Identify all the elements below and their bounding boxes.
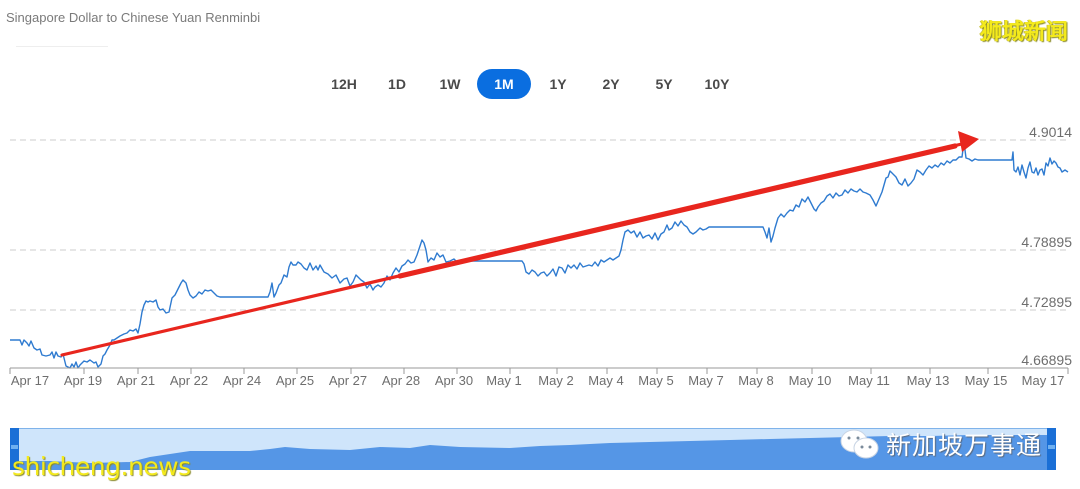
x-tick-label: Apr 27 [329, 373, 367, 388]
x-tick-label: May 4 [588, 373, 623, 388]
range-button-5y[interactable]: 5Y [655, 76, 673, 92]
y-axis: 4.9014 4.78895 4.72895 4.66895 [1021, 124, 1072, 368]
x-tick-label: May 5 [638, 373, 673, 388]
chart-title: Singapore Dollar to Chinese Yuan Renminb… [6, 10, 261, 25]
range-button-1w[interactable]: 1W [439, 76, 461, 92]
range-button-1d[interactable]: 1D [388, 76, 406, 92]
watermark-bottom-left: shicheng.news [12, 452, 191, 481]
arrowhead-icon [958, 131, 979, 152]
x-tick-label: May 8 [738, 373, 773, 388]
navigator-left-handle[interactable] [10, 428, 19, 470]
x-axis: Apr 17 Apr 19 Apr 21 Apr 22 Apr 24 Apr 2… [9, 367, 1069, 388]
x-tick-label: Apr 24 [223, 373, 261, 388]
x-tick-label: May 2 [538, 373, 573, 388]
x-tick-label: Apr 19 [64, 373, 102, 388]
range-selector: 12H 1D 1W 1M 1Y 2Y 5Y 10Y [318, 68, 744, 100]
y-tick-label: 4.9014 [1029, 124, 1072, 140]
range-button-1y[interactable]: 1Y [549, 76, 567, 92]
x-tick-label: May 1 [486, 373, 521, 388]
watermark-bottom-right: 新加坡万事通 [838, 426, 1042, 462]
x-tick-label: Apr 22 [170, 373, 208, 388]
y-tick-label: 4.72895 [1021, 294, 1072, 310]
trend-arrow-thick [397, 143, 958, 279]
x-tick-label: May 17 [1022, 373, 1065, 388]
x-tick-label: Apr 17 [11, 373, 49, 388]
range-navigator[interactable] [10, 428, 1055, 470]
x-tick-label: May 7 [688, 373, 723, 388]
price-line [10, 141, 1069, 369]
x-tick-label: May 11 [848, 373, 890, 388]
line-chart: 4.9014 4.78895 4.72895 4.66895 [9, 124, 1072, 388]
navigator-area-chart [10, 435, 1055, 470]
navigator-right-handle[interactable] [1047, 428, 1056, 470]
x-tick-label: May 13 [907, 373, 950, 388]
range-button-1m[interactable]: 1M [477, 69, 531, 99]
title-divider [16, 46, 108, 47]
x-tick-label: May 10 [789, 373, 832, 388]
x-tick-label: Apr 25 [276, 373, 314, 388]
range-button-12h[interactable]: 12H [331, 76, 357, 92]
watermark-top: 狮城新闻 [979, 20, 1068, 45]
x-tick-label: Apr 21 [117, 373, 155, 388]
y-tick-label: 4.66895 [1021, 352, 1072, 368]
x-tick-label: May 15 [965, 373, 1008, 388]
range-button-2y[interactable]: 2Y [602, 76, 620, 92]
wechat-icon [840, 429, 879, 459]
x-tick-label: Apr 28 [382, 373, 420, 388]
grid-lines [10, 139, 1068, 311]
y-tick-label: 4.78895 [1021, 234, 1072, 250]
watermark-text: 新加坡万事通 [886, 431, 1043, 460]
x-tick-label: Apr 30 [435, 373, 473, 388]
range-button-10y[interactable]: 10Y [704, 76, 730, 92]
